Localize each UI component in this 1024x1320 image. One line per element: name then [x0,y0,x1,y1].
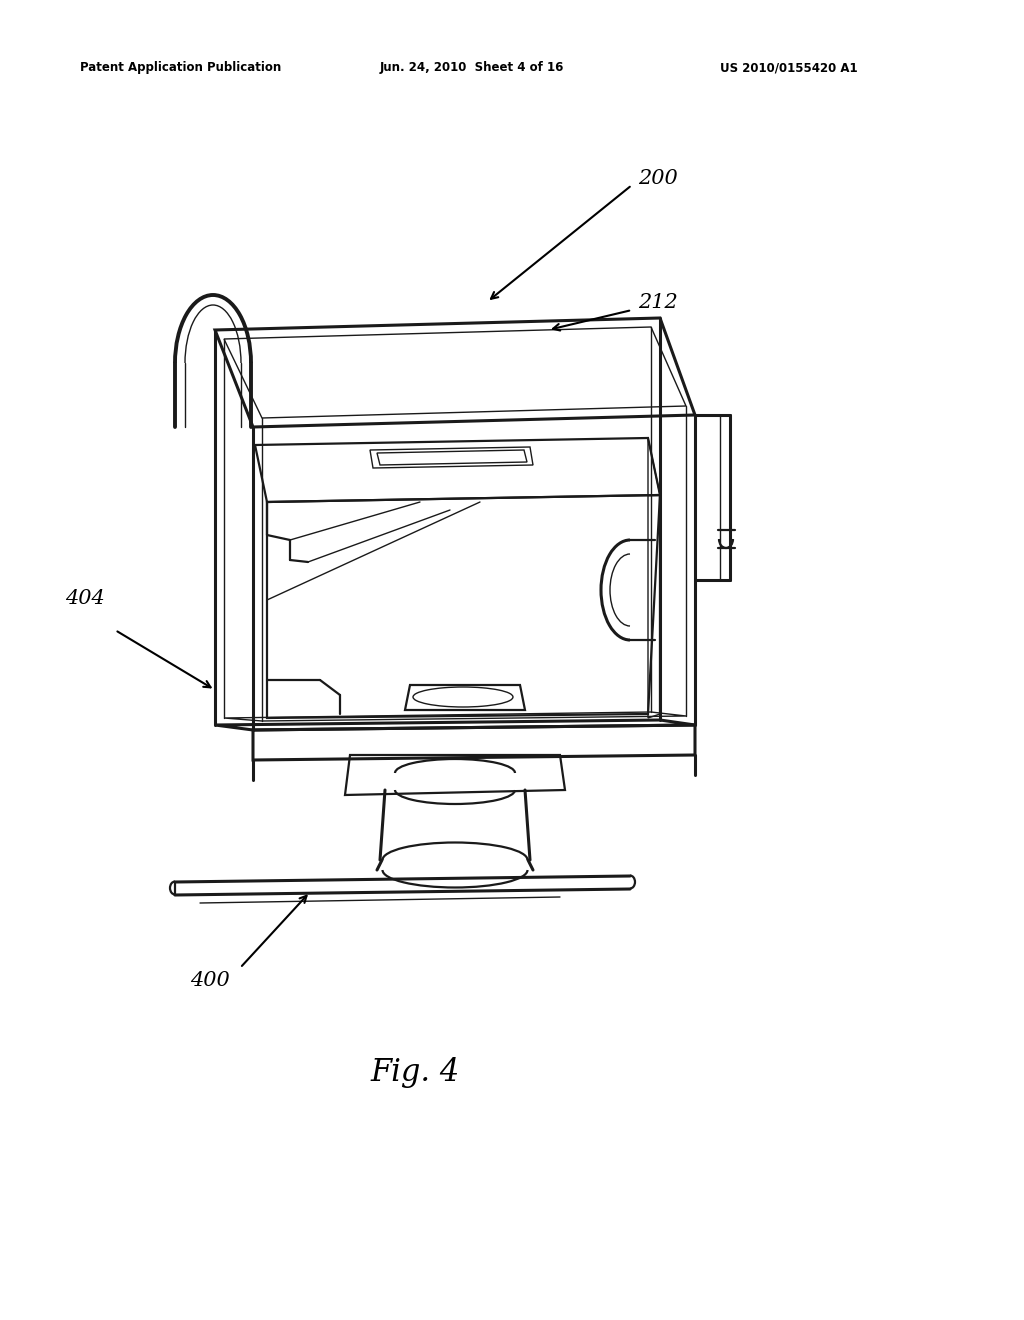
Text: Patent Application Publication: Patent Application Publication [80,62,282,74]
Text: Fig. 4: Fig. 4 [371,1056,460,1088]
Text: Jun. 24, 2010  Sheet 4 of 16: Jun. 24, 2010 Sheet 4 of 16 [380,62,564,74]
Text: 400: 400 [190,970,229,990]
Text: US 2010/0155420 A1: US 2010/0155420 A1 [720,62,858,74]
Text: 404: 404 [65,589,104,607]
Text: 200: 200 [638,169,678,187]
Text: 212: 212 [638,293,678,312]
